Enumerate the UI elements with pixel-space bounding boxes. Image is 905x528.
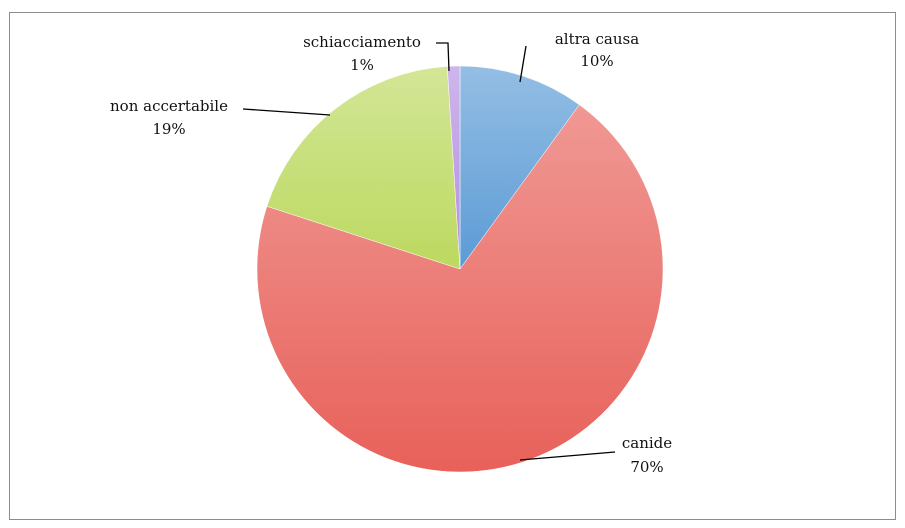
slice-label-altra-causa: altra causa: [555, 30, 639, 48]
slice-value-non-accertabile: 19%: [152, 120, 185, 138]
slice-value-altra-causa: 10%: [580, 52, 613, 70]
pie-slice-altra-causa: [459, 65, 580, 270]
pie-slice-non-accertabile: [266, 66, 461, 270]
pie-slice-schiacciamento: [446, 65, 461, 270]
leader-line-canide: [519, 451, 616, 461]
leader-line-non-accertabile: [242, 108, 331, 116]
pie-slice-canide: [256, 104, 664, 473]
slice-label-non-accertabile: non accertabile: [110, 97, 228, 115]
slice-value-canide: 70%: [630, 458, 663, 476]
slice-label-schiacciamento: schiacciamento: [303, 33, 421, 51]
leader-line-altra-causa: [519, 45, 527, 83]
leader-lines: [242, 42, 616, 461]
pie-slices: [256, 65, 664, 473]
leader-line-schiacciamento: [436, 42, 450, 72]
slice-label-canide: canide: [622, 434, 672, 452]
slice-value-schiacciamento: 1%: [350, 56, 374, 74]
